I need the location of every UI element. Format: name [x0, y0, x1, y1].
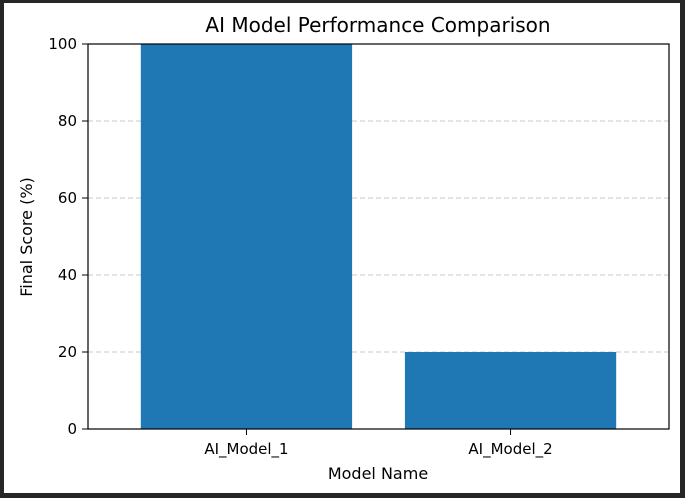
- bar-chart: AI Model Performance Comparison 0 20 40 60 8…: [17, 13, 670, 483]
- x-tick-label: AI_Model_1: [204, 440, 288, 459]
- bars: [140, 44, 617, 429]
- x-tick-label: AI_Model_2: [468, 440, 552, 459]
- y-tick-label: 40: [58, 266, 77, 284]
- y-tick-label: 0: [67, 420, 77, 438]
- y-axis-ticks: 0 20 40 60 80 100: [48, 35, 88, 438]
- axes-frame: [87, 43, 670, 430]
- bar-ai-model-1: [140, 44, 353, 429]
- y-tick-label: 100: [48, 35, 77, 53]
- x-axis-label: Model Name: [328, 464, 428, 483]
- y-tick-label: 20: [58, 343, 77, 361]
- x-axis-ticks: AI_Model_1 AI_Model_2: [204, 429, 553, 459]
- y-tick-label: 80: [58, 112, 77, 130]
- y-tick-label: 60: [58, 189, 77, 207]
- chart-title: AI Model Performance Comparison: [205, 13, 550, 37]
- bar-ai-model-2: [404, 352, 617, 429]
- y-axis-label: Final Score (%): [17, 177, 36, 297]
- chart-figure: AI Model Performance Comparison 0 20 40 60 8…: [4, 3, 680, 493]
